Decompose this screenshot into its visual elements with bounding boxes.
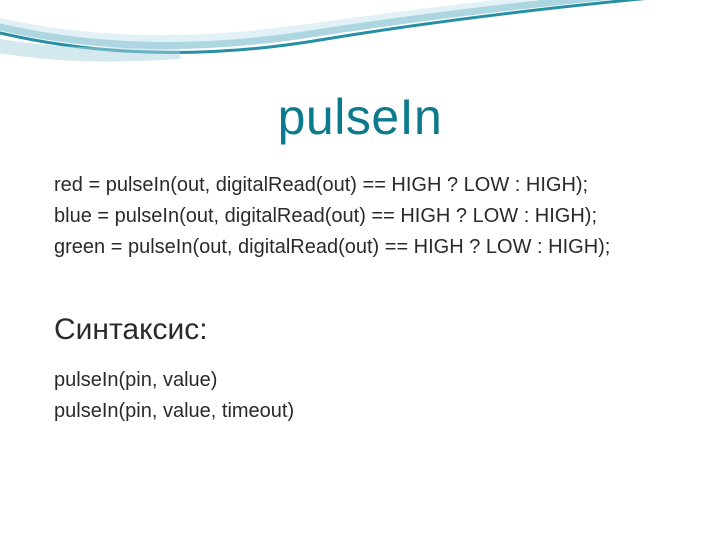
page-title: pulseIn bbox=[54, 88, 666, 146]
code-line: red = pulseIn(out, digitalRead(out) == H… bbox=[54, 170, 666, 201]
syntax-block: pulseIn(pin, value) pulseIn(pin, value, … bbox=[54, 365, 666, 427]
syntax-line: pulseIn(pin, value) bbox=[54, 365, 666, 396]
syntax-heading: Синтаксис: bbox=[54, 313, 666, 347]
slide-content: pulseIn red = pulseIn(out, digitalRead(o… bbox=[0, 0, 720, 540]
code-line: green = pulseIn(out, digitalRead(out) ==… bbox=[54, 232, 666, 263]
code-line: blue = pulseIn(out, digitalRead(out) == … bbox=[54, 201, 666, 232]
code-block: red = pulseIn(out, digitalRead(out) == H… bbox=[54, 170, 666, 263]
syntax-line: pulseIn(pin, value, timeout) bbox=[54, 396, 666, 427]
